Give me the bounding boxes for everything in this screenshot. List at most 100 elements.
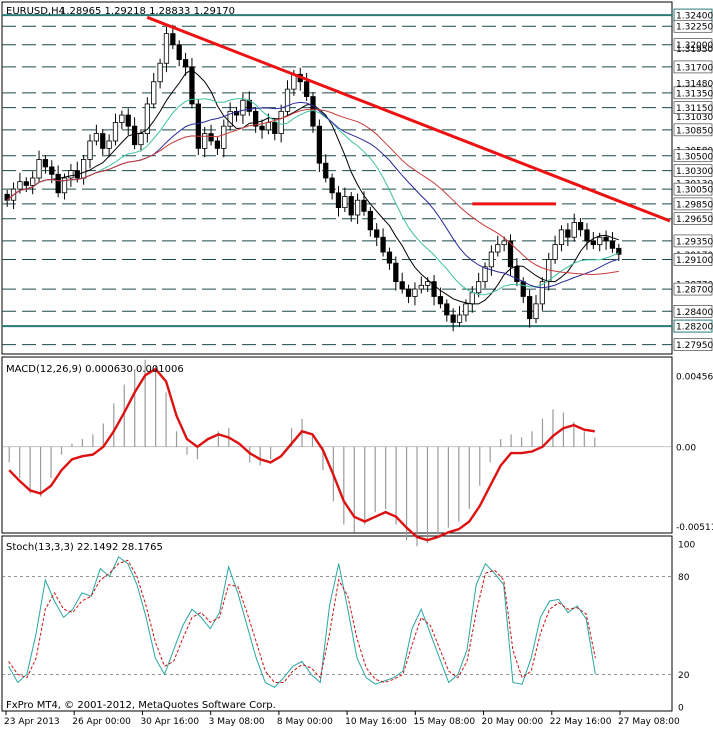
candle-body: [405, 288, 412, 297]
candle-body: [367, 210, 373, 231]
candle-body: [4, 193, 10, 201]
price-axis-label: 1.30500: [676, 152, 713, 162]
price-axis-label: 1.30300: [676, 167, 713, 177]
candle-body: [259, 125, 265, 131]
price-axis-label: 1.31700: [676, 63, 713, 73]
x-axis-label: 22 May 16:00: [550, 717, 612, 727]
x-axis-label: 30 Apr 16:00: [140, 717, 199, 727]
price-label-box: [673, 38, 713, 51]
ma-mid-line: [6, 97, 620, 296]
candle-body: [278, 110, 284, 134]
candle-body: [597, 236, 603, 246]
price-label-box: [673, 86, 713, 100]
stoch-axis-label: 100: [678, 541, 695, 551]
price-label-box: [673, 282, 713, 296]
candle-body: [131, 125, 138, 146]
price-label-box: [673, 305, 713, 318]
price-label-box: [673, 212, 713, 225]
stoch-layer: [2, 556, 672, 689]
candle-body: [42, 159, 49, 168]
candle-body: [93, 133, 100, 142]
candle-body: [539, 281, 545, 305]
candle-body: [616, 247, 622, 255]
candle-body: [482, 266, 488, 283]
candle-body: [272, 122, 278, 134]
price-label-box: [673, 319, 713, 333]
candle-body: [565, 229, 571, 238]
candle-body: [68, 170, 74, 179]
candle-body: [425, 281, 431, 286]
x-axis-label: 27 May 08:00: [618, 717, 680, 727]
candle-body: [520, 281, 526, 297]
candle-body: [380, 236, 386, 253]
candle-body: [348, 196, 354, 216]
price-axis-label: 1.28200: [676, 323, 713, 333]
x-axis-label: 8 May 00:00: [277, 717, 333, 727]
x-axis-label: 23 Apr 2013: [4, 717, 60, 727]
candle-body: [253, 110, 259, 127]
price-axis-label: 1.30850: [676, 126, 713, 136]
candle-body: [533, 303, 539, 320]
candle-body: [507, 240, 514, 268]
price-axis-label: 1.27950: [676, 341, 713, 351]
price-pane: [1, 1, 673, 355]
price-label-box: [673, 19, 713, 33]
candle-body: [323, 162, 329, 179]
candle-body: [125, 114, 131, 127]
trendline: [146, 15, 671, 223]
candle-body: [552, 244, 558, 260]
candle-body: [170, 33, 176, 46]
candle-body: [386, 251, 393, 264]
candle-body: [444, 303, 450, 316]
stoch-main-line: [8, 556, 596, 689]
price-label-box: [673, 60, 713, 74]
candle-body: [469, 292, 475, 305]
candle-body: [30, 177, 36, 186]
candle-body: [157, 62, 163, 83]
candle-body: [577, 222, 584, 231]
candle-body: [501, 240, 507, 246]
candle-body: [214, 140, 221, 149]
candle-body: [488, 251, 495, 268]
candle-body: [495, 244, 501, 253]
candle-body: [316, 125, 323, 164]
candle-body: [144, 103, 150, 134]
candle-body: [151, 81, 157, 105]
price-axis-label: 1.28400: [676, 308, 713, 318]
ohlc-readout: 1.28965 1.29218 1.28833 1.29170: [60, 6, 235, 17]
candle-body: [335, 192, 342, 209]
candle-body: [374, 229, 380, 238]
candle-body: [526, 296, 533, 320]
candle-body: [476, 281, 482, 294]
ma-long-line: [6, 108, 619, 276]
ma-fast-line: [6, 69, 619, 305]
candle-body: [189, 66, 195, 105]
candle-body: [463, 303, 469, 316]
candle-body: [558, 229, 565, 246]
price-axis-label: 1.29650: [676, 215, 713, 225]
price-axis-label: 1.32400: [676, 12, 713, 22]
price-label-box: [673, 149, 713, 163]
candle-body: [163, 33, 170, 64]
price-label-box: [673, 123, 713, 137]
candle-body: [284, 88, 291, 112]
price-axis-label: 1.32000: [676, 41, 713, 51]
stoch-axis-label: 80: [678, 573, 690, 583]
candle-body: [514, 266, 520, 283]
candle-body: [208, 133, 214, 142]
candle-body: [61, 177, 68, 194]
price-label-box: [673, 101, 713, 114]
macd-axis-label: -0.00511: [676, 523, 713, 533]
candle-body: [100, 133, 106, 149]
candle-body: [393, 262, 399, 283]
price-axis-label: 1.29100: [676, 256, 713, 266]
stoch-axis-label: 20: [678, 671, 690, 681]
candle-body: [265, 122, 272, 131]
candle-body: [456, 314, 463, 323]
candle-body: [571, 222, 577, 238]
candle-body: [233, 110, 240, 116]
candle-body: [112, 122, 119, 142]
